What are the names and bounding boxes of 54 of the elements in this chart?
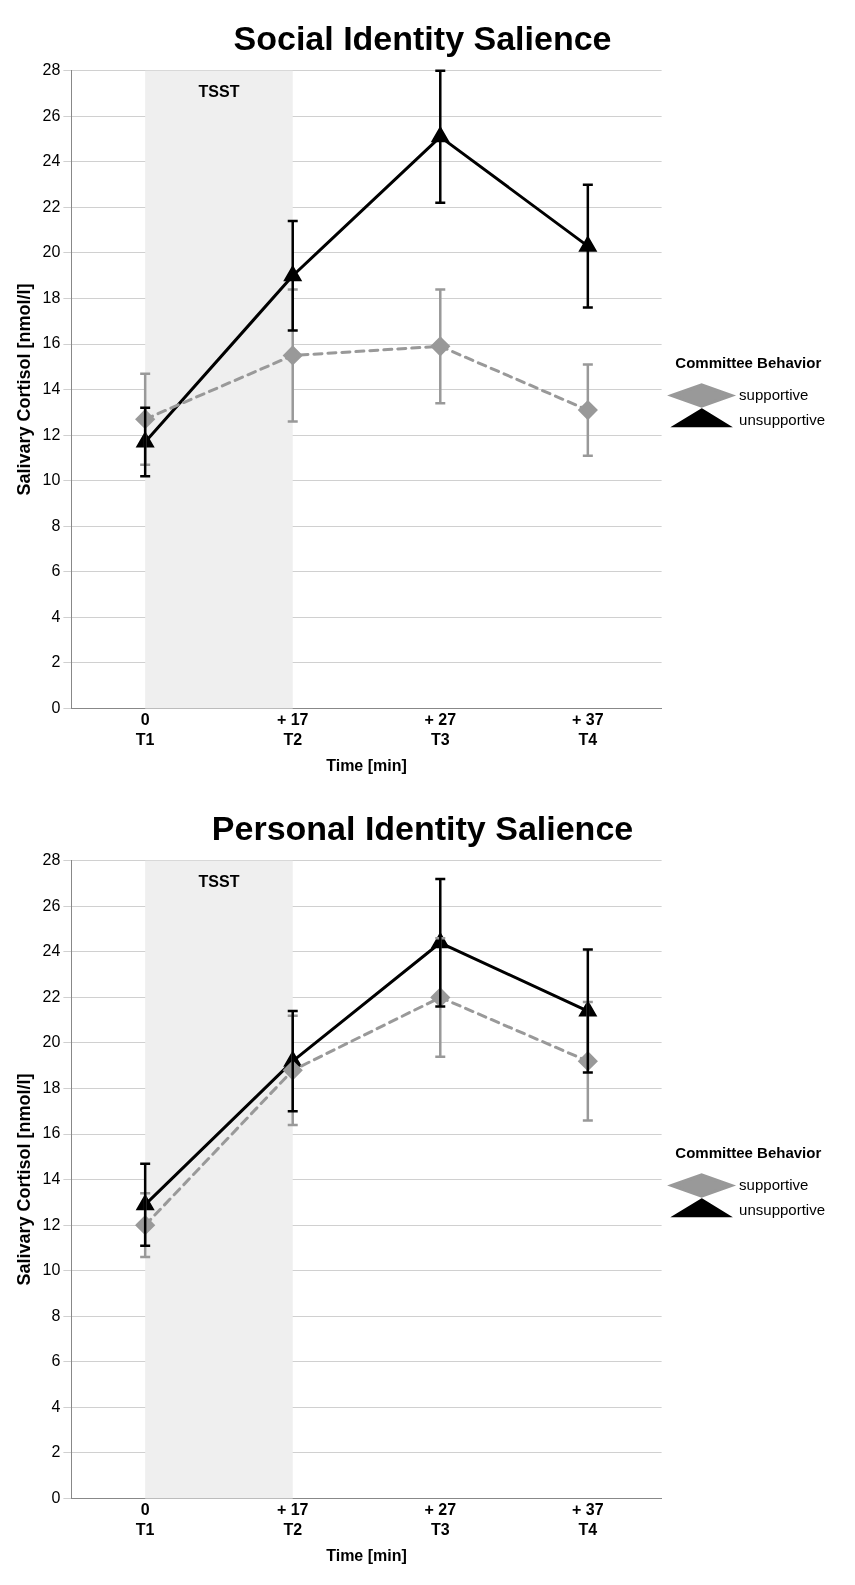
y-tick-label: 16 — [42, 1124, 61, 1142]
y-tick-label: 2 — [51, 653, 61, 671]
y-tick-label: 0 — [51, 698, 61, 716]
x-tick-label: + 37 T4 — [572, 711, 604, 748]
y-tick-label: 28 — [42, 851, 61, 869]
y-tick-label: 6 — [51, 1352, 61, 1370]
y-tick-label: 20 — [42, 1033, 61, 1051]
y-tick-label: 14 — [42, 1170, 61, 1188]
chart-title: Personal Identity Salience — [211, 808, 634, 847]
y-tick-label: 2 — [51, 1443, 61, 1461]
y-tick-label: 24 — [42, 152, 61, 170]
x-tick-label: + 27 T3 — [424, 711, 457, 748]
legend-title: Committee Behavior — [675, 353, 822, 371]
legend-label: unsupportive — [739, 1200, 826, 1218]
y-tick-label: 10 — [42, 471, 61, 489]
x-axis-title: Time [min] — [326, 756, 407, 774]
y-tick-label: 4 — [51, 607, 61, 625]
point — [579, 1001, 597, 1017]
band-label: TSST — [198, 83, 240, 101]
y-tick-label: 12 — [42, 1215, 61, 1233]
y-tick-label: 10 — [42, 1261, 61, 1279]
y-tick-label: 6 — [51, 562, 61, 580]
y-axis-title: Salivary Cortisol [nmol/l] — [13, 1073, 34, 1286]
y-tick-label: 22 — [42, 987, 61, 1005]
x-tick-label: 0 T1 — [135, 711, 155, 748]
x-tick-label: + 27 T3 — [424, 1501, 457, 1538]
x-axis-title: Time [min] — [326, 1546, 407, 1564]
y-tick-label: 8 — [51, 516, 61, 534]
y-axis-title: Salivary Cortisol [nmol/l] — [13, 283, 34, 496]
legend-label: unsupportive — [739, 410, 826, 428]
band-label: TSST — [198, 873, 240, 891]
legend-label: supportive — [739, 385, 809, 403]
y-tick-label: 26 — [42, 896, 61, 914]
y-tick-label: 16 — [42, 334, 61, 352]
x-tick-label: + 17 T2 — [276, 711, 309, 748]
y-tick-label: 8 — [51, 1306, 61, 1324]
y-tick-label: 18 — [42, 288, 61, 306]
y-tick-label: 0 — [51, 1488, 61, 1506]
y-tick-label: 22 — [42, 197, 61, 215]
y-tick-label: 14 — [42, 380, 61, 398]
y-tick-label: 12 — [42, 425, 61, 443]
y-tick-label: 28 — [42, 61, 61, 79]
point — [579, 236, 597, 252]
x-tick-label: + 17 T2 — [276, 1501, 309, 1538]
y-tick-label: 4 — [51, 1397, 61, 1415]
legend-label: supportive — [739, 1175, 809, 1193]
legend-title: Committee Behavior — [675, 1143, 822, 1161]
y-tick-label: 24 — [42, 942, 61, 960]
chart-title: Social Identity Salience — [233, 18, 612, 57]
y-tick-label: 26 — [42, 106, 61, 124]
x-tick-label: 0 T1 — [135, 1501, 155, 1538]
x-tick-label: + 37 T4 — [572, 1501, 604, 1538]
y-tick-label: 20 — [42, 243, 61, 261]
y-tick-label: 18 — [42, 1078, 61, 1096]
